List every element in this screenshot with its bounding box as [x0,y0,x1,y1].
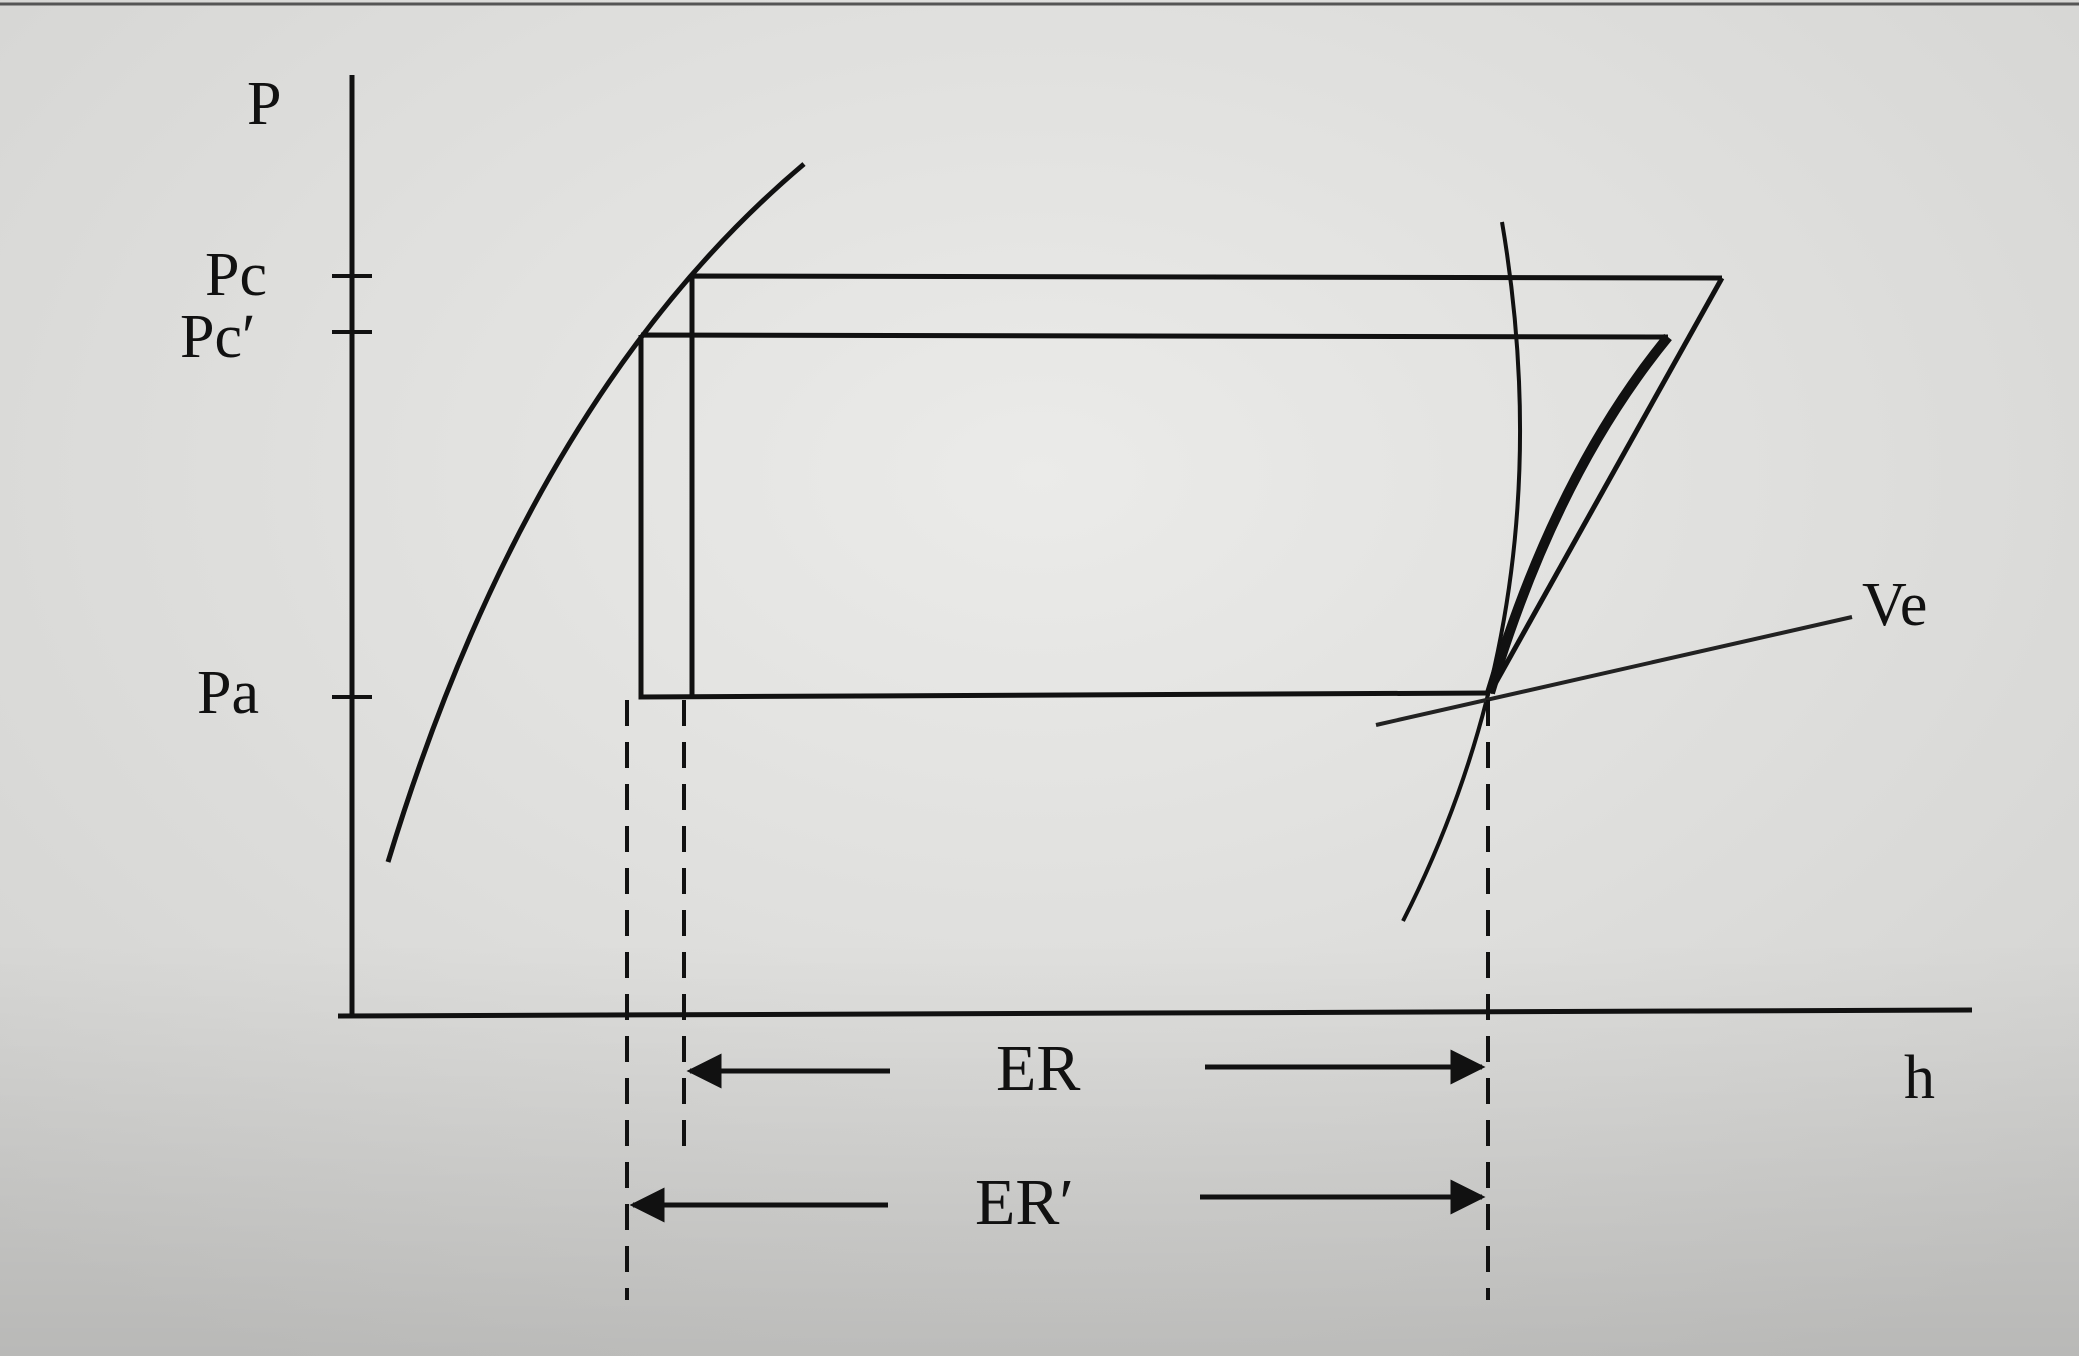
paper-shadow [0,940,2079,1356]
cycle-pc [689,273,1723,697]
x-axis-label: h [1904,1044,1935,1112]
saturated-vapor-curve [1401,221,1523,922]
pressure-label-pc: Pc [205,241,267,309]
er-label: ER [996,1032,1080,1105]
compression-line-pc [1487,276,1725,695]
pressure-label-pc-prime: Pc′ [180,303,256,371]
pressure-label-pa: Pa [197,659,259,727]
x-axis [337,1007,1973,1019]
saturated-liquid-curve [385,162,806,863]
ve-leader-line [1375,615,1853,727]
ve-label: Ve [1862,571,1927,639]
er-prime-label: ER′ [975,1166,1074,1239]
y-axis-label: P [247,70,281,138]
cycle-pc-prime [638,332,1669,700]
compression-line-pc-prime [1485,333,1672,695]
